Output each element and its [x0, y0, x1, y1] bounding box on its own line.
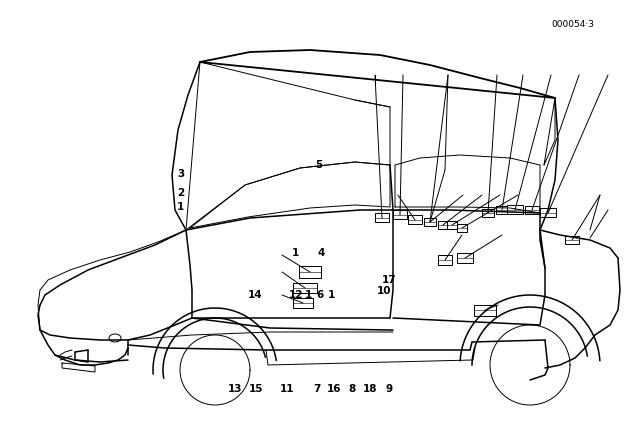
Bar	[496, 206, 508, 214]
Text: 6: 6	[316, 290, 324, 300]
Text: 5: 5	[315, 160, 323, 170]
Text: 16: 16	[327, 384, 341, 394]
Bar	[540, 208, 556, 217]
Text: 2: 2	[177, 188, 184, 198]
Bar	[457, 224, 467, 232]
Bar	[438, 221, 448, 229]
Text: 14: 14	[248, 290, 262, 300]
Text: 11: 11	[280, 384, 294, 394]
Text: 13: 13	[228, 384, 243, 394]
Bar	[424, 218, 436, 226]
Bar	[408, 215, 422, 224]
Text: 1: 1	[177, 202, 184, 212]
Bar	[299, 266, 321, 278]
Bar	[482, 209, 494, 217]
Text: 4: 4	[317, 248, 325, 258]
Text: 15: 15	[249, 384, 263, 394]
Bar	[457, 253, 473, 263]
Bar	[375, 214, 389, 223]
Bar	[293, 283, 317, 293]
Text: 1: 1	[292, 248, 300, 258]
Text: 000054·3: 000054·3	[551, 20, 595, 29]
Bar	[525, 206, 539, 214]
Text: 3: 3	[177, 169, 184, 179]
Bar	[447, 221, 457, 229]
Text: 1: 1	[305, 290, 312, 300]
Text: 18: 18	[363, 384, 377, 394]
Bar	[565, 236, 579, 244]
Bar	[438, 255, 452, 265]
Text: 1: 1	[328, 290, 335, 300]
Text: 10: 10	[377, 286, 391, 296]
Text: 9: 9	[385, 384, 393, 394]
Bar	[393, 211, 407, 220]
Bar	[293, 298, 313, 308]
Text: 7: 7	[313, 384, 321, 394]
Text: 8: 8	[348, 384, 356, 394]
Bar	[507, 206, 523, 215]
Text: 12: 12	[289, 290, 303, 300]
Text: 17: 17	[382, 275, 396, 285]
Bar	[474, 305, 496, 315]
